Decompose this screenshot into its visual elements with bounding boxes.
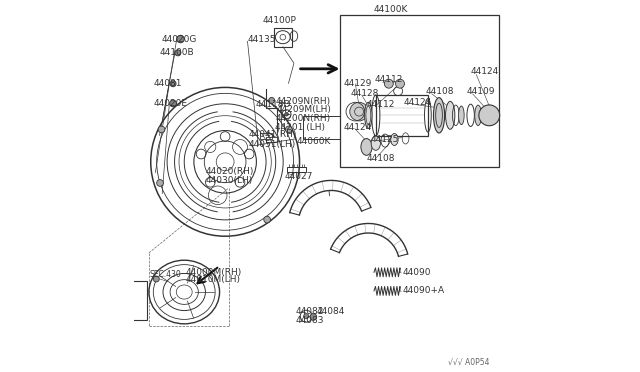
Ellipse shape	[445, 102, 455, 129]
Text: 44108: 44108	[426, 87, 454, 96]
Circle shape	[175, 50, 181, 56]
Text: 44128: 44128	[351, 89, 380, 98]
Circle shape	[170, 81, 176, 87]
Bar	[287, 167, 306, 172]
Circle shape	[479, 105, 500, 126]
Bar	[125, 287, 129, 315]
Text: 44090+A: 44090+A	[403, 286, 445, 295]
Text: 44000M(RH): 44000M(RH)	[186, 268, 241, 277]
Circle shape	[170, 100, 177, 107]
Text: SEC.430: SEC.430	[150, 270, 181, 279]
Text: 44027: 44027	[285, 172, 313, 181]
Text: 44109: 44109	[467, 87, 495, 96]
Text: 44118D: 44118D	[256, 100, 291, 109]
Bar	[266, 137, 277, 142]
Circle shape	[310, 314, 317, 320]
Circle shape	[158, 126, 165, 133]
Ellipse shape	[475, 105, 481, 126]
Text: 44129: 44129	[344, 79, 372, 88]
Text: 44090: 44090	[403, 268, 431, 277]
Circle shape	[303, 314, 309, 319]
Text: 44020E: 44020E	[154, 99, 188, 108]
Circle shape	[385, 79, 394, 88]
Text: 44100P: 44100P	[262, 16, 296, 25]
Text: 44084: 44084	[317, 307, 346, 316]
Text: 44135: 44135	[248, 35, 276, 44]
Text: 44082: 44082	[295, 307, 323, 316]
Circle shape	[157, 180, 163, 186]
Circle shape	[177, 35, 184, 43]
Bar	[376, 95, 428, 136]
Text: 44124: 44124	[470, 67, 499, 76]
Ellipse shape	[365, 102, 372, 128]
Bar	[273, 28, 292, 46]
Text: 44124: 44124	[404, 98, 432, 107]
Text: 44083: 44083	[295, 316, 324, 325]
Bar	[340, 15, 499, 167]
Text: 44124: 44124	[344, 123, 372, 132]
Text: 44010M(LH): 44010M(LH)	[186, 275, 241, 284]
Text: 44112: 44112	[367, 100, 395, 109]
Text: 44108: 44108	[367, 154, 395, 163]
Circle shape	[269, 97, 275, 103]
Circle shape	[285, 112, 289, 116]
Circle shape	[285, 126, 292, 133]
Text: 44100B: 44100B	[159, 48, 194, 57]
Bar	[303, 116, 340, 139]
Ellipse shape	[390, 134, 398, 145]
Bar	[260, 133, 271, 139]
Circle shape	[396, 79, 404, 88]
Circle shape	[264, 216, 271, 223]
Text: 44051(LH): 44051(LH)	[248, 140, 296, 149]
Text: 44209N(RH): 44209N(RH)	[275, 97, 330, 106]
Text: 44209M(LH): 44209M(LH)	[276, 105, 332, 114]
Text: 44041(RH): 44041(RH)	[248, 130, 297, 139]
Text: 44081: 44081	[154, 79, 182, 88]
Ellipse shape	[459, 106, 464, 125]
Text: 44125: 44125	[370, 135, 399, 144]
Text: 44020(RH): 44020(RH)	[205, 167, 254, 176]
Text: 44060K: 44060K	[296, 137, 331, 146]
Bar	[127, 282, 147, 320]
Text: 44201 (LH): 44201 (LH)	[275, 123, 325, 132]
Text: 44200N(RH): 44200N(RH)	[275, 114, 330, 123]
Circle shape	[154, 276, 159, 282]
Text: 44100K: 44100K	[374, 5, 408, 14]
Text: 44112: 44112	[375, 76, 403, 84]
Circle shape	[349, 102, 369, 121]
Ellipse shape	[361, 139, 372, 155]
Text: 44020G: 44020G	[162, 35, 197, 44]
Ellipse shape	[371, 136, 380, 150]
Text: 44030(LH): 44030(LH)	[205, 176, 253, 185]
Ellipse shape	[433, 98, 445, 133]
Text: √√√ A0P54: √√√ A0P54	[449, 358, 490, 367]
